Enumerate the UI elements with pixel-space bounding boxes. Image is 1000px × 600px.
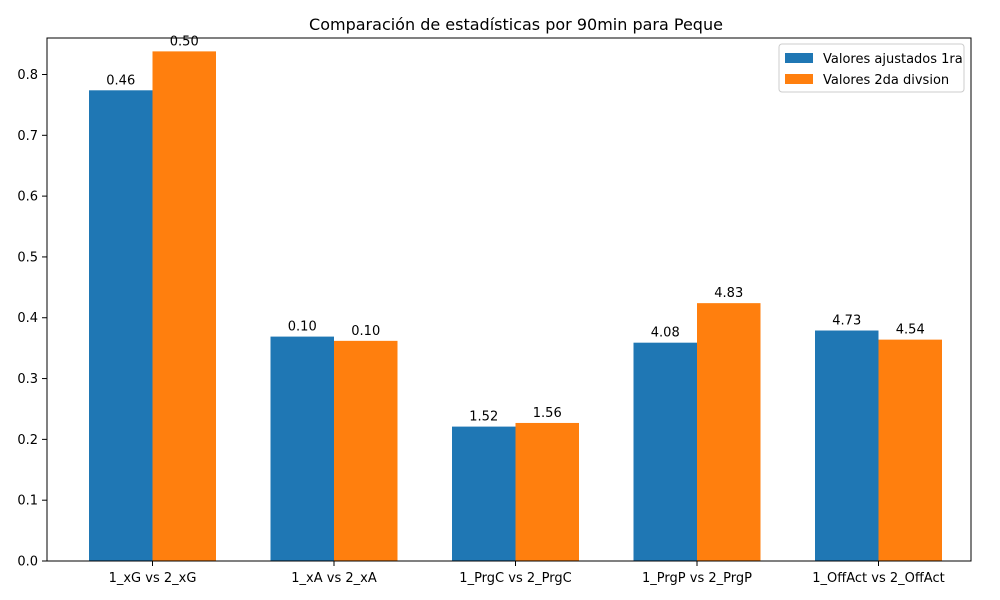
plot-frame — [46, 37, 972, 562]
bar-value-label: 0.50 — [170, 34, 199, 49]
bar-value-label: 0.10 — [288, 320, 317, 335]
x-tick-label: 1_xA vs 2_xA — [291, 571, 377, 586]
y-tick-label: 0.3 — [17, 372, 38, 387]
x-tick-label: 1_PrgP vs 2_PrgP — [642, 571, 752, 586]
x-tick-label: 1_PrgC vs 2_PrgC — [459, 571, 571, 586]
y-tick-label: 0.5 — [17, 250, 38, 265]
bar-value-label: 0.10 — [351, 324, 380, 339]
bar-series-2-4 — [697, 303, 761, 561]
bar-series-2-1 — [152, 51, 216, 562]
bar-value-label: 1.56 — [533, 406, 562, 421]
legend-label-1: Valores ajustados 1ra — [823, 52, 963, 67]
bar-series-2-3 — [515, 422, 579, 561]
y-tick-label: 0.2 — [17, 433, 38, 448]
bars-layer — [89, 51, 942, 562]
bar-value-label: 4.73 — [832, 314, 861, 329]
y-tick-label: 0.6 — [17, 190, 38, 205]
y-tick-label: 0.7 — [17, 129, 38, 144]
bar-value-label: 1.52 — [469, 410, 498, 425]
bar-labels-layer: 0.46 0.10 1.52 4.08 4.73 0.50 0.10 1.56 4.83 4.54 — [106, 34, 924, 424]
y-tick-label: 0.1 — [17, 494, 38, 509]
y-tick-label: 0.0 — [17, 555, 38, 570]
legend-swatch-1 — [785, 53, 813, 63]
legend: Valores ajustados 1ra Valores 2da divsion — [778, 43, 965, 93]
bar-series-1-4 — [633, 342, 697, 561]
bar-series-2-5 — [878, 339, 942, 561]
y-axis: 0.0 0.1 0.2 0.3 0.4 0.5 0.6 0.7 0.8 — [17, 68, 47, 570]
bar-series-1-3 — [452, 426, 516, 561]
legend-swatch-2 — [785, 74, 813, 84]
bar-value-label: 4.54 — [896, 323, 925, 338]
chart-title: Comparación de estadísticas por 90min pa… — [309, 15, 723, 34]
legend-label-2: Valores 2da divsion — [823, 73, 949, 88]
bar-series-1-5 — [815, 330, 879, 561]
bar-value-label: 0.46 — [106, 73, 135, 88]
bar-series-1-1 — [89, 90, 153, 562]
x-tick-label: 1_OffAct vs 2_OffAct — [812, 571, 944, 586]
bar-value-label: 4.83 — [714, 286, 743, 301]
y-tick-label: 0.8 — [17, 68, 38, 83]
legend-box — [778, 43, 965, 93]
x-tick-label: 1_xG vs 2_xG — [109, 571, 197, 586]
bar-series-2-2 — [334, 340, 398, 561]
y-tick-label: 0.4 — [17, 311, 38, 326]
bar-value-label: 4.08 — [651, 326, 680, 341]
bar-series-1-2 — [270, 336, 334, 561]
x-axis: 1_xG vs 2_xG 1_xA vs 2_xA 1_PrgC vs 2_PrgC… — [109, 561, 945, 586]
